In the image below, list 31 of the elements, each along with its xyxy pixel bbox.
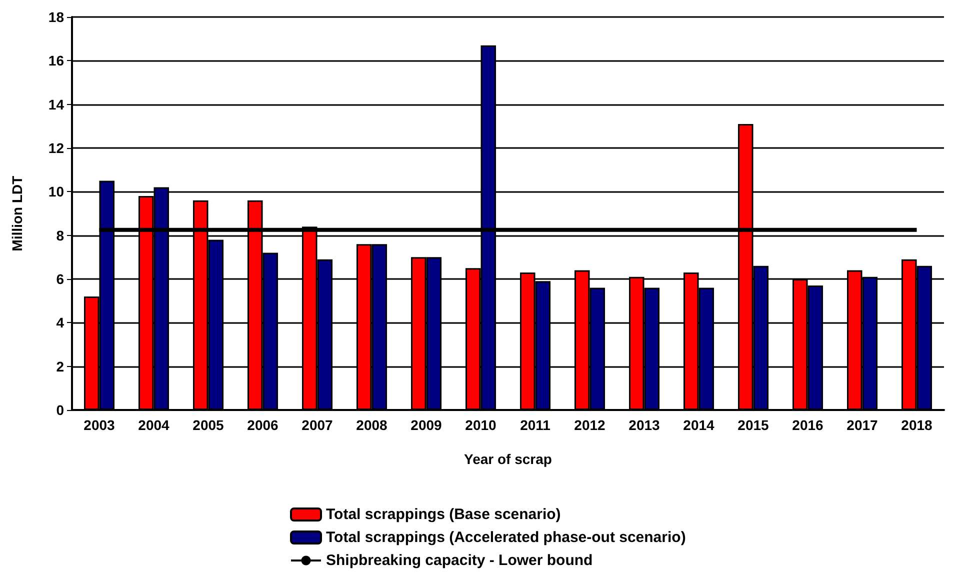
x-tick-label: 2010 xyxy=(465,417,497,433)
y-tick-label: 6 xyxy=(56,271,64,287)
x-tick-label: 2018 xyxy=(901,417,933,433)
x-tick-label: 2003 xyxy=(84,417,116,433)
x-axis-title: Year of scrap xyxy=(464,451,552,467)
x-tick-label: 2008 xyxy=(356,417,388,433)
y-tick-label: 18 xyxy=(48,9,64,25)
x-tick-label: 2011 xyxy=(520,417,551,433)
legend-label: Total scrappings (Accelerated phase-out scenario) xyxy=(326,529,686,546)
x-tick-label: 2014 xyxy=(683,417,715,433)
y-tick-label: 4 xyxy=(56,314,64,331)
y-tick-label: 2 xyxy=(56,358,64,374)
y-tick-label: 16 xyxy=(48,52,64,69)
legend-label: Shipbreaking capacity - Lower bound xyxy=(326,552,593,569)
x-tick-label: 2007 xyxy=(302,417,334,433)
x-tick-label: 2005 xyxy=(192,417,224,433)
y-tick-label: 8 xyxy=(56,227,64,244)
x-tick-label: 2012 xyxy=(574,417,606,433)
x-tick-label: 2017 xyxy=(846,417,878,433)
y-axis-title: Million LDT xyxy=(9,175,25,252)
y-tick-label: 0 xyxy=(56,402,64,418)
x-tick-label: 2015 xyxy=(738,417,770,433)
x-tick-label: 2004 xyxy=(138,417,170,433)
x-tick-label: 2009 xyxy=(410,417,442,433)
x-tick-label: 2013 xyxy=(628,417,660,433)
x-tick-label: 2016 xyxy=(792,417,824,433)
y-tick-label: 14 xyxy=(48,96,64,112)
y-tick-label: 12 xyxy=(48,140,64,156)
x-tick-label: 2006 xyxy=(247,417,279,433)
y-tick-label: 10 xyxy=(48,184,64,200)
legend-label: Total scrappings (Base scenario) xyxy=(326,506,561,523)
